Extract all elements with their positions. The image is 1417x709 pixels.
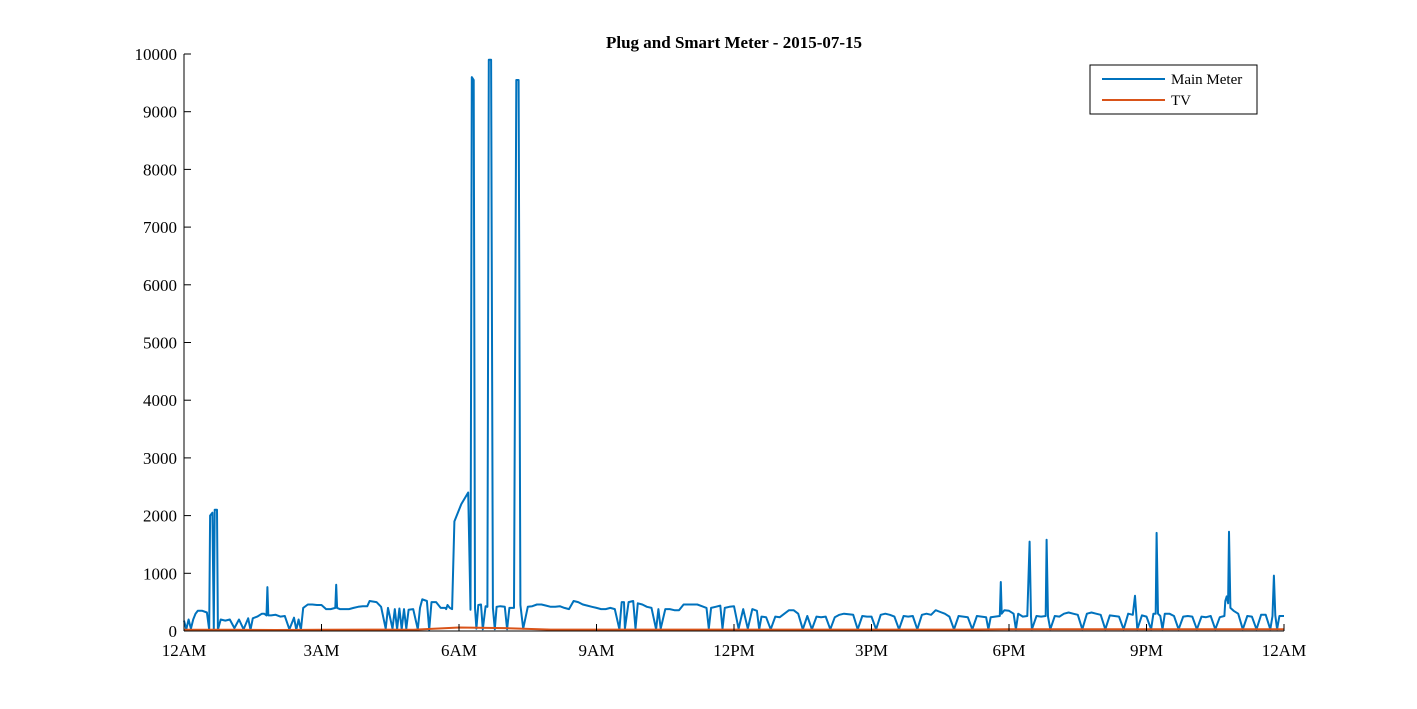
- y-tick-label: 8000: [143, 160, 177, 179]
- y-tick-label: 10000: [135, 45, 178, 64]
- y-tick-label: 3000: [143, 449, 177, 468]
- x-tick-label: 9PM: [1130, 641, 1163, 660]
- x-ticks: 12AM 3AM 6AM 9AM 12PM 3PM 6PM 9PM 12AM: [162, 624, 1306, 660]
- y-tick-label: 4000: [143, 391, 177, 410]
- y-tick-label: 9000: [143, 103, 177, 122]
- plot-area: 12AM 3AM 6AM 9AM 12PM 3PM 6PM 9PM 12AM 0 1000 2000…: [135, 45, 1307, 660]
- y-ticks: 0 1000 2000 3000 4000 5000 6000 7000 8000 9000 100…: [135, 45, 191, 641]
- y-tick-label: 1000: [143, 564, 177, 583]
- x-tick-label: 6AM: [441, 641, 477, 660]
- y-tick-label: 2000: [143, 507, 177, 526]
- y-tick-label: 0: [169, 622, 178, 641]
- series-line-main-meter: [183, 58, 1284, 631]
- x-tick-label: 9AM: [579, 641, 615, 660]
- y-tick-label: 7000: [143, 218, 177, 237]
- chart-title: Plug and Smart Meter - 2015-07-15: [606, 33, 862, 52]
- x-tick-label: 6PM: [992, 641, 1025, 660]
- x-tick-label: 3PM: [855, 641, 888, 660]
- legend-label-tv: TV: [1171, 93, 1191, 109]
- y-tick-label: 6000: [143, 276, 177, 295]
- legend-box: [1089, 64, 1258, 115]
- x-tick-label: 12AM: [162, 641, 206, 660]
- series-layer: [183, 58, 1284, 631]
- x-tick-label: 3AM: [304, 641, 340, 660]
- legend-label-main-meter: Main Meter: [1171, 72, 1242, 88]
- x-tick-label: 12AM: [1262, 641, 1306, 660]
- y-tick-label: 5000: [143, 334, 177, 353]
- legend: Main Meter TV: [1089, 64, 1258, 115]
- x-tick-label: 12PM: [713, 641, 755, 660]
